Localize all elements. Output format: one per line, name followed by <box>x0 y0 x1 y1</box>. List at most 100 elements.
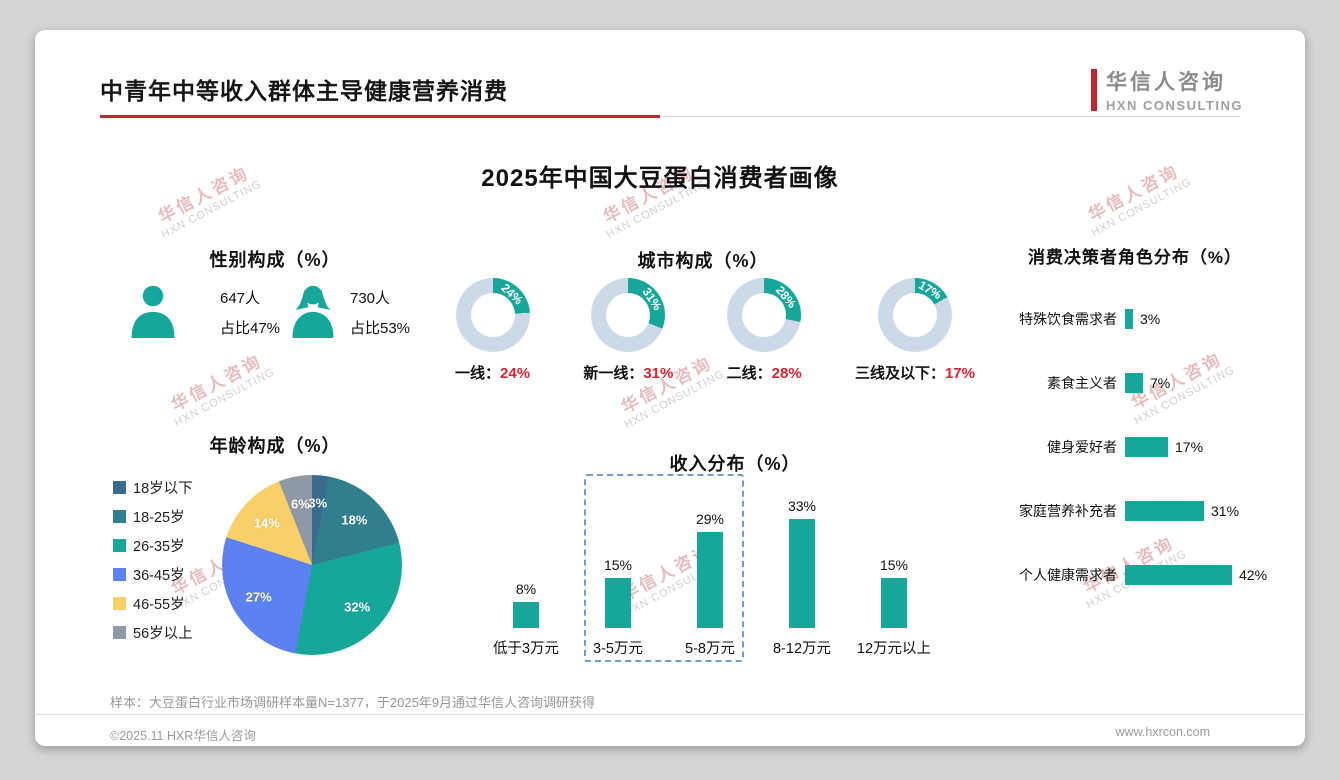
age-legend: 18岁以下 18-25岁 26-35岁 36-45岁 46-55岁 56岁以上 <box>113 477 193 651</box>
bar <box>1125 501 1204 521</box>
bar-category: 8-12万元 <box>772 641 832 657</box>
legend-label: 18岁以下 <box>133 480 193 497</box>
donut-caption: 三线及以下：17% <box>855 362 975 383</box>
income-bars: 8% 低于3万元 15% 3-5万元 29% 5-8万元 33% 8-12万元 15% 12万元以… <box>480 478 940 658</box>
bar <box>1125 373 1143 393</box>
donut-caption: 一线：24% <box>455 362 530 383</box>
donut-value: 17% <box>944 365 975 382</box>
hbar-value: 42% <box>1239 567 1268 583</box>
legend-label: 18-25岁 <box>133 509 185 526</box>
watermark-en: HXN CONSULTING <box>159 178 264 242</box>
bar-stack: 15% <box>604 478 632 628</box>
bar <box>697 532 723 628</box>
title-accent-rule <box>100 115 660 118</box>
legend-swatch <box>113 480 126 494</box>
donut-category: 新一线： <box>583 365 644 382</box>
donut-hole <box>742 293 787 337</box>
donut-category: 一线： <box>455 365 501 382</box>
hbar-label: 素食主义者 <box>1047 375 1117 391</box>
donut-hole <box>892 293 937 337</box>
donut-category: 三线及以下： <box>854 365 945 382</box>
donut-chart: 17% 三线及以下：17% <box>855 278 975 383</box>
chart-main-title: 2025年中国大豆蛋白消费者画像 <box>481 165 839 192</box>
roles-chart: 特殊饮食需求者 3% 素食主义者 7% 健身爱好者 17% 家庭营养补充者 31% 个人健康需求… <box>1005 307 1305 627</box>
bar-stack: 8% <box>513 478 539 628</box>
donut-caption: 二线：28% <box>727 362 802 383</box>
income-chart: 8% 低于3万元 15% 3-5万元 29% 5-8万元 33% 8-12万元 15% 12万元以… <box>480 474 940 662</box>
donut-caption: 新一线：31% <box>583 362 673 383</box>
legend-item: 56岁以上 <box>113 622 193 642</box>
bar-column: 33% 8-12万元 <box>756 478 848 658</box>
donut-value: 28% <box>771 365 802 382</box>
bar-column: 15% 3-5万元 <box>572 478 664 658</box>
legend-item: 18-25岁 <box>113 506 193 526</box>
legend-item: 26-35岁 <box>113 535 193 555</box>
bar-stack: 15% <box>880 478 908 628</box>
bar-value: 15% <box>879 557 909 573</box>
watermark-cn: 华信人咨询 <box>1085 161 1183 225</box>
pie-slice-label: 14% <box>253 515 280 531</box>
header-divider <box>100 116 1240 117</box>
pie-slice-label: 18% <box>341 512 368 528</box>
age-pie: 3% 18% 32% 27% 14% 6% <box>222 475 402 655</box>
donut-hole <box>470 293 515 337</box>
bar <box>605 578 631 628</box>
legend-swatch <box>113 567 126 581</box>
footer-copyright: ©2025.11 HXR华信人咨询 <box>110 729 256 743</box>
donut-chart: 24% 一线：24% <box>455 278 530 383</box>
watermark-cn: 华信人咨询 <box>155 163 253 227</box>
watermark-cn: 华信人咨询 <box>168 351 266 415</box>
bar-category: 12万元以上 <box>856 641 932 657</box>
bar-stack: 33% <box>788 478 816 628</box>
male-count: 647人 <box>220 290 261 307</box>
page-title: 中青年中等收入群体主导健康营养消费 <box>100 78 508 104</box>
bar <box>1125 309 1133 329</box>
bar <box>1125 565 1232 585</box>
watermark-en: HXN CONSULTING <box>1089 176 1194 240</box>
donut-ring: 31% <box>591 278 666 352</box>
city-donuts: 24% 一线：24% 31% 新一线：31% 28% 二线：28% 17% 三线及以下：17% <box>455 278 975 383</box>
male-share: 占比47% <box>220 320 281 337</box>
legend-label: 56岁以上 <box>133 625 193 642</box>
bar-category: 3-5万元 <box>593 641 643 657</box>
hbar-label: 家庭营养补充者 <box>1019 503 1117 519</box>
female-stats: 730人 占比53% <box>350 284 410 344</box>
bar <box>513 602 539 628</box>
roles-section-title: 消费决策者角色分布（%） <box>1027 248 1243 267</box>
legend-swatch <box>113 538 126 552</box>
hbar-value: 7% <box>1150 375 1171 391</box>
legend-item: 36-45岁 <box>113 564 193 584</box>
donut-value: 24% <box>500 365 531 382</box>
donut-hole <box>606 293 651 337</box>
legend-label: 26-35岁 <box>133 538 185 555</box>
legend-swatch <box>113 625 126 639</box>
hbar-row: 素食主义者 7% <box>1005 371 1305 395</box>
bar <box>789 519 815 628</box>
pie-slice-label: 27% <box>245 589 272 605</box>
donut-ring: 17% <box>877 278 952 352</box>
hbar-value: 3% <box>1140 311 1161 327</box>
bar-value: 29% <box>695 511 725 527</box>
legend-swatch <box>113 596 126 610</box>
age-section-title: 年龄构成（%） <box>209 436 341 456</box>
female-count: 730人 <box>350 290 391 307</box>
gender-section-title: 性别构成（%） <box>209 250 341 270</box>
donut-chart: 28% 二线：28% <box>727 278 802 383</box>
hbar-row: 家庭营养补充者 31% <box>1005 499 1305 523</box>
male-stats: 647人 占比47% <box>220 284 280 344</box>
bar-value: 8% <box>515 581 537 597</box>
hbar-value: 17% <box>1175 439 1204 455</box>
legend-item: 46-55岁 <box>113 593 193 613</box>
income-highlight-box <box>584 474 744 662</box>
bar <box>881 578 907 628</box>
female-icon <box>285 280 341 340</box>
hbar-row: 健身爱好者 17% <box>1005 435 1305 459</box>
bar-column: 29% 5-8万元 <box>664 478 756 658</box>
donut-category: 二线： <box>726 365 772 382</box>
pie-slice-label: 3% <box>308 495 328 511</box>
pie-slice-label: 32% <box>344 599 371 615</box>
hbar-label: 特殊饮食需求者 <box>1019 311 1117 327</box>
